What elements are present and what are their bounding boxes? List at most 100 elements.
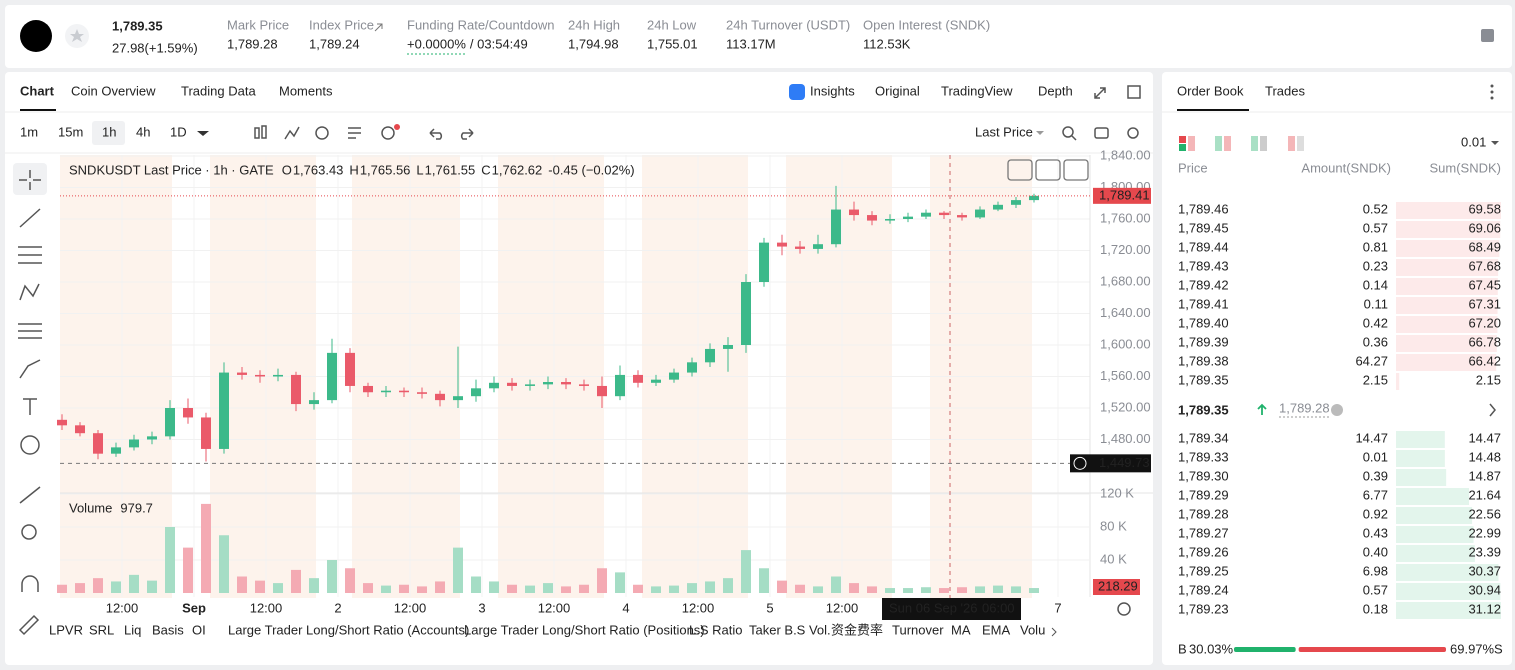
- view-tab[interactable]: Insights: [810, 83, 855, 98]
- add-icon[interactable]: [381, 126, 395, 140]
- crosshair-tool[interactable]: [19, 170, 41, 190]
- book-price[interactable]: 1,789.39: [1178, 334, 1229, 349]
- chart-tab[interactable]: Moments: [279, 83, 333, 98]
- redo-icon[interactable]: [460, 128, 474, 140]
- layout-icon[interactable]: [1481, 29, 1494, 42]
- caret[interactable]: [1491, 141, 1499, 145]
- indicator[interactable]: EMA: [982, 622, 1011, 637]
- ohlc-key: O: [282, 162, 292, 177]
- volume-tick-label: 40 K: [1100, 551, 1127, 566]
- draw-tool[interactable]: [18, 614, 40, 636]
- indicator[interactable]: LPVR: [49, 622, 83, 637]
- channel-tool[interactable]: [18, 323, 42, 339]
- indicator[interactable]: Taker B.S Vol.: [749, 622, 831, 637]
- template-icon[interactable]: [348, 127, 361, 139]
- candle-icon[interactable]: [254, 127, 260, 139]
- book-price[interactable]: 1,789.43: [1178, 258, 1229, 273]
- fullscreen-btn[interactable]: [1063, 159, 1089, 181]
- col-head: Sum(SNDK): [1429, 160, 1501, 175]
- book-price[interactable]: 1,789.34: [1178, 430, 1229, 445]
- book-price[interactable]: 1,789.38: [1178, 353, 1229, 368]
- axis-settings[interactable]: [1117, 602, 1131, 616]
- precision[interactable]: 0.01: [1461, 134, 1486, 149]
- interval[interactable]: 1D: [170, 124, 187, 139]
- interval[interactable]: 1h: [102, 124, 116, 139]
- candle-body: [741, 282, 751, 345]
- replay-icon[interactable]: [315, 126, 329, 140]
- window-icon[interactable]: [1127, 85, 1141, 99]
- brush-tool[interactable]: [19, 359, 41, 379]
- candle-body: [723, 345, 733, 349]
- book-price[interactable]: 1,789.44: [1178, 239, 1229, 254]
- collapse-btn[interactable]: [1035, 159, 1061, 181]
- y-tick-label: 1,680.00: [1100, 273, 1151, 288]
- indicator[interactable]: Basis: [152, 622, 184, 637]
- indicator[interactable]: Liq: [124, 622, 141, 637]
- volume-bar: [741, 550, 751, 593]
- candle-body: [147, 436, 157, 440]
- camera-icon[interactable]: [1094, 127, 1109, 139]
- chevron[interactable]: [1489, 403, 1496, 417]
- book-price[interactable]: 1,789.26: [1178, 544, 1229, 559]
- chart-tab[interactable]: Chart: [20, 83, 55, 98]
- book-price[interactable]: 1,789.42: [1178, 277, 1229, 292]
- expand-icon[interactable]: [1094, 87, 1106, 99]
- indicator[interactable]: MA: [951, 622, 971, 637]
- indicator[interactable]: Large Trader Long/Short Ratio (Positions…: [464, 622, 705, 637]
- book-price[interactable]: 1,789.35: [1178, 372, 1229, 387]
- search-icon[interactable]: [1062, 126, 1074, 138]
- emoji-tool[interactable]: [20, 435, 40, 455]
- more-arrow[interactable]: [1051, 627, 1057, 637]
- indicator[interactable]: L.S Ratio: [689, 622, 742, 637]
- magnet-tool[interactable]: [21, 575, 39, 592]
- interval[interactable]: 1m: [20, 124, 38, 139]
- view-tab[interactable]: Original: [875, 83, 920, 98]
- indicator[interactable]: Large Trader Long/Short Ratio (Accounts): [228, 622, 469, 637]
- zoom-tool[interactable]: [21, 524, 37, 540]
- book-price[interactable]: 1,789.29: [1178, 487, 1229, 502]
- book-price[interactable]: 1,789.27: [1178, 525, 1229, 540]
- text-tool[interactable]: [23, 398, 37, 415]
- book-price[interactable]: 1,789.41: [1178, 296, 1229, 311]
- view-tab[interactable]: Depth: [1038, 83, 1073, 98]
- indicator-icon[interactable]: [284, 126, 300, 140]
- tool-active[interactable]: [13, 163, 47, 195]
- caret[interactable]: [197, 131, 209, 136]
- line-tool[interactable]: [19, 208, 41, 228]
- book-price[interactable]: 1,789.23: [1178, 601, 1229, 616]
- book-price[interactable]: 1,789.30: [1178, 468, 1229, 483]
- book-price[interactable]: 1,789.46: [1178, 201, 1229, 216]
- book-price[interactable]: 1,789.40: [1178, 315, 1229, 330]
- interval[interactable]: 15m: [58, 124, 83, 139]
- price-source[interactable]: Last Price: [975, 124, 1033, 139]
- ruler-tool[interactable]: [19, 486, 41, 504]
- indicator[interactable]: Turnover: [892, 622, 944, 637]
- scroll-down-btn[interactable]: [1007, 159, 1033, 181]
- fib-tool[interactable]: [18, 246, 42, 264]
- pattern-tool[interactable]: [19, 283, 40, 301]
- chart-tab[interactable]: Trading Data: [181, 83, 256, 98]
- caret[interactable]: [1036, 131, 1044, 135]
- volume-bar: [273, 583, 283, 593]
- book-price[interactable]: 1,789.45: [1178, 220, 1229, 235]
- book-price[interactable]: 1,789.28: [1178, 506, 1229, 521]
- volume-bar: [255, 580, 265, 593]
- book-tab[interactable]: Trades: [1265, 83, 1305, 98]
- indicator[interactable]: 资金费率: [831, 622, 883, 637]
- settings-icon[interactable]: [1127, 127, 1139, 139]
- candle-icon[interactable]: [261, 125, 267, 139]
- undo-icon[interactable]: [429, 128, 443, 140]
- book-tab[interactable]: Order Book: [1177, 83, 1244, 98]
- book-price[interactable]: 1,789.24: [1178, 582, 1229, 597]
- book-price[interactable]: 1,789.33: [1178, 449, 1229, 464]
- book-amount: 0.52: [1363, 201, 1388, 216]
- kebab[interactable]: [1490, 84, 1494, 100]
- chart-tab[interactable]: Coin Overview: [71, 83, 156, 98]
- indicator[interactable]: SRL: [89, 622, 114, 637]
- indicator[interactable]: Volu: [1020, 622, 1045, 637]
- book-price[interactable]: 1,789.25: [1178, 563, 1229, 578]
- add-alert[interactable]: [1073, 456, 1087, 470]
- interval[interactable]: 4h: [136, 124, 150, 139]
- indicator[interactable]: OI: [192, 622, 206, 637]
- view-tab[interactable]: TradingView: [941, 83, 1013, 98]
